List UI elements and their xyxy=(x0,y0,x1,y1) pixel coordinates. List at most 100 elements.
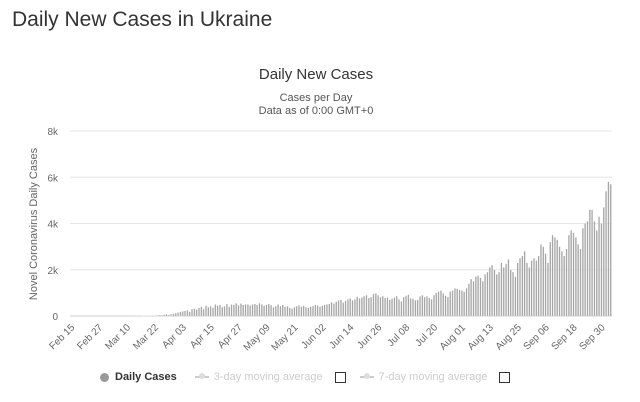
bar xyxy=(158,314,161,317)
bar xyxy=(351,300,354,317)
bar xyxy=(393,297,396,317)
bar xyxy=(533,258,535,317)
x-tick-label: Apr 27 xyxy=(216,322,245,351)
bar xyxy=(521,255,524,317)
bar xyxy=(440,290,442,317)
bar xyxy=(598,216,600,317)
bar xyxy=(407,294,410,317)
bar xyxy=(384,297,386,317)
y-axis-label: Novel Coronavirus Daily Cases xyxy=(28,147,40,300)
legend-daily-cases[interactable]: Daily Cases xyxy=(100,371,177,383)
bar xyxy=(374,293,377,317)
bar xyxy=(237,305,240,317)
bar xyxy=(507,259,510,317)
bar xyxy=(330,302,333,317)
bar xyxy=(607,181,610,317)
bar xyxy=(451,290,454,317)
bar xyxy=(495,274,498,317)
bar xyxy=(274,306,277,317)
3day-average-checkbox[interactable] xyxy=(334,371,346,383)
bar xyxy=(474,276,477,317)
bar xyxy=(214,304,217,317)
bar xyxy=(233,304,235,317)
bar xyxy=(277,304,279,317)
bar xyxy=(212,307,214,317)
legend-3day-average[interactable]: 3-day moving average xyxy=(194,371,323,383)
bar xyxy=(414,300,417,317)
legend-label: 3-day moving average xyxy=(213,371,323,383)
x-tick-label: Jun 02 xyxy=(299,322,328,351)
bar xyxy=(353,299,356,317)
bar xyxy=(486,271,489,317)
bar xyxy=(584,223,587,317)
bar xyxy=(412,298,414,317)
bar xyxy=(426,296,428,317)
bar xyxy=(547,262,549,317)
bar xyxy=(516,262,519,317)
bar xyxy=(554,237,556,317)
bar xyxy=(333,303,335,317)
chart-title: Daily New Cases xyxy=(259,66,373,83)
bar xyxy=(498,271,500,317)
bar xyxy=(291,308,293,317)
bar xyxy=(267,303,270,317)
bar xyxy=(321,305,324,317)
x-tick-label: Aug 25 xyxy=(494,322,524,352)
bar xyxy=(512,271,514,317)
bar xyxy=(219,304,221,317)
bar xyxy=(205,305,207,317)
7day-average-checkbox[interactable] xyxy=(499,371,511,383)
bar xyxy=(572,232,575,317)
bar xyxy=(172,313,175,317)
bar xyxy=(491,265,493,317)
bar xyxy=(477,275,480,317)
bar xyxy=(428,297,431,317)
x-tick-label: Mar 22 xyxy=(131,322,161,352)
x-tick-label: Mar 10 xyxy=(103,322,133,352)
bar xyxy=(377,295,379,317)
bar xyxy=(258,303,261,317)
bar xyxy=(460,290,463,317)
y-tick-label: 8k xyxy=(47,127,59,138)
bar xyxy=(188,311,191,317)
bar xyxy=(528,267,531,317)
bar xyxy=(600,223,603,317)
x-tick-label: Sep 06 xyxy=(522,322,552,352)
bar xyxy=(367,297,370,317)
bar xyxy=(244,304,247,317)
bar xyxy=(312,305,314,317)
bar xyxy=(309,306,312,317)
bar xyxy=(514,276,517,317)
bar xyxy=(195,309,198,317)
bar xyxy=(570,230,573,317)
bar xyxy=(293,307,296,317)
bar xyxy=(561,251,563,317)
bar xyxy=(370,296,373,317)
bar xyxy=(488,267,491,317)
chart-legend: Daily Cases 3-day moving average 7-day m… xyxy=(100,371,524,383)
bar xyxy=(340,299,342,317)
bar xyxy=(449,291,452,317)
bar xyxy=(335,301,338,317)
bar xyxy=(484,274,486,317)
bar xyxy=(256,304,259,317)
bar xyxy=(191,308,193,317)
bar xyxy=(265,304,268,317)
legend-7day-average[interactable]: 7-day moving average xyxy=(359,371,487,383)
bar xyxy=(156,315,158,317)
x-tick-label: Feb 15 xyxy=(47,322,77,352)
bar xyxy=(200,306,203,317)
bar xyxy=(595,230,598,317)
bar xyxy=(400,301,403,317)
bar xyxy=(379,296,382,317)
bar xyxy=(472,281,475,317)
bar xyxy=(260,304,263,317)
bar xyxy=(305,307,307,317)
bar xyxy=(307,307,310,317)
bar xyxy=(174,313,177,317)
bar xyxy=(316,305,319,317)
x-tick-label: Aug 01 xyxy=(438,322,468,352)
bar xyxy=(398,299,400,317)
bar xyxy=(337,300,340,317)
bar xyxy=(221,307,224,317)
